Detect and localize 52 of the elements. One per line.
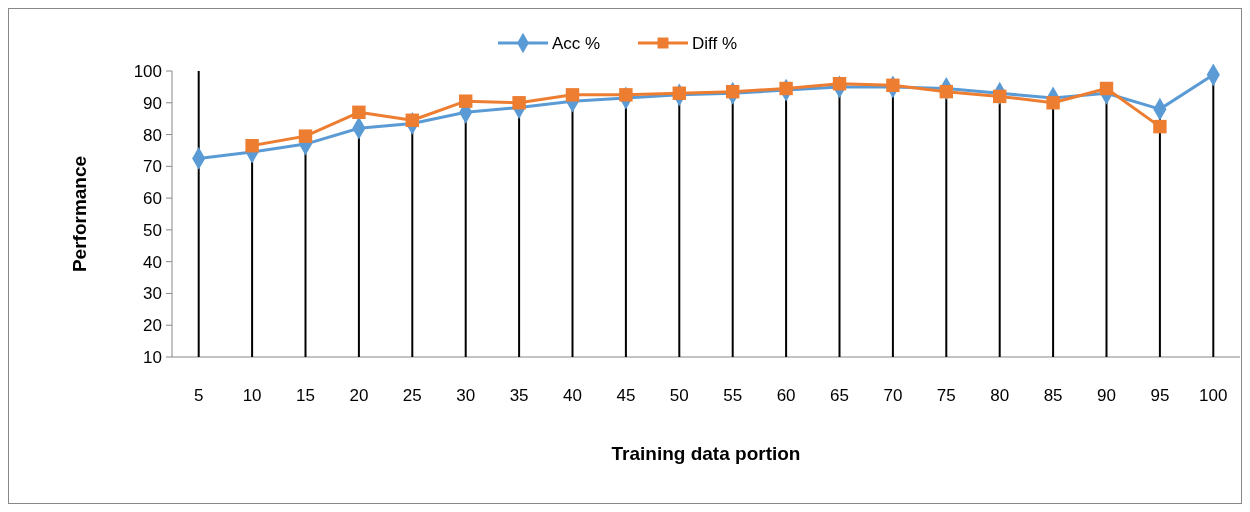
point xyxy=(779,81,793,96)
x-tick-label: 80 xyxy=(990,386,1010,405)
x-tick-label: 10 xyxy=(242,386,262,405)
y-tick-label: 20 xyxy=(143,316,162,336)
point xyxy=(992,89,1007,104)
point xyxy=(245,138,259,153)
point xyxy=(458,94,473,108)
point xyxy=(565,88,580,102)
point xyxy=(832,77,847,91)
x-tick-label: 45 xyxy=(616,386,636,405)
x-tick-label: 85 xyxy=(1043,386,1063,405)
y-axis-title: Performance xyxy=(69,155,90,273)
x-tick-label: 60 xyxy=(776,386,796,405)
x-tick-label: 35 xyxy=(509,386,529,405)
y-tick-label: 30 xyxy=(143,284,162,304)
y-tick-label: 60 xyxy=(143,189,162,209)
x-tick-label: 40 xyxy=(563,386,582,405)
point xyxy=(405,113,420,127)
x-tick-label: 15 xyxy=(296,386,315,405)
point xyxy=(939,84,954,99)
x-tick-label: 30 xyxy=(456,386,476,405)
y-tick-label: 100 xyxy=(133,61,162,81)
x-tick-label: 100 xyxy=(1199,386,1228,405)
legend-label: Diff % xyxy=(692,33,738,53)
point xyxy=(1153,119,1167,134)
y-tick-label: 50 xyxy=(143,220,162,240)
legend-label: Acc % xyxy=(552,33,601,53)
point xyxy=(512,96,526,110)
x-tick-label: 75 xyxy=(936,386,956,405)
y-tick-label: 70 xyxy=(143,157,162,177)
x-tick-label: 65 xyxy=(830,386,849,405)
x-tick-label: 90 xyxy=(1097,386,1116,405)
point xyxy=(1046,96,1060,110)
y-tick-label: 10 xyxy=(143,347,162,367)
x-tick-label: 20 xyxy=(349,386,369,405)
x-axis-title: Training data portion xyxy=(611,443,801,464)
point xyxy=(298,129,313,143)
point xyxy=(672,86,687,100)
x-tick-label: 70 xyxy=(883,386,903,405)
x-tick-label: 25 xyxy=(402,386,422,405)
x-tick-label: 5 xyxy=(193,386,204,405)
y-tick-label: 40 xyxy=(143,252,162,272)
x-tick-label: 55 xyxy=(723,386,743,405)
point xyxy=(725,84,740,99)
y-tick-label: 80 xyxy=(143,125,162,145)
x-tick-label: 95 xyxy=(1150,386,1170,405)
point xyxy=(1099,81,1114,96)
y-tick-label: 90 xyxy=(143,93,162,113)
point xyxy=(619,88,633,102)
point xyxy=(352,105,366,120)
x-tick-label: 50 xyxy=(669,386,689,405)
point xyxy=(886,78,900,93)
